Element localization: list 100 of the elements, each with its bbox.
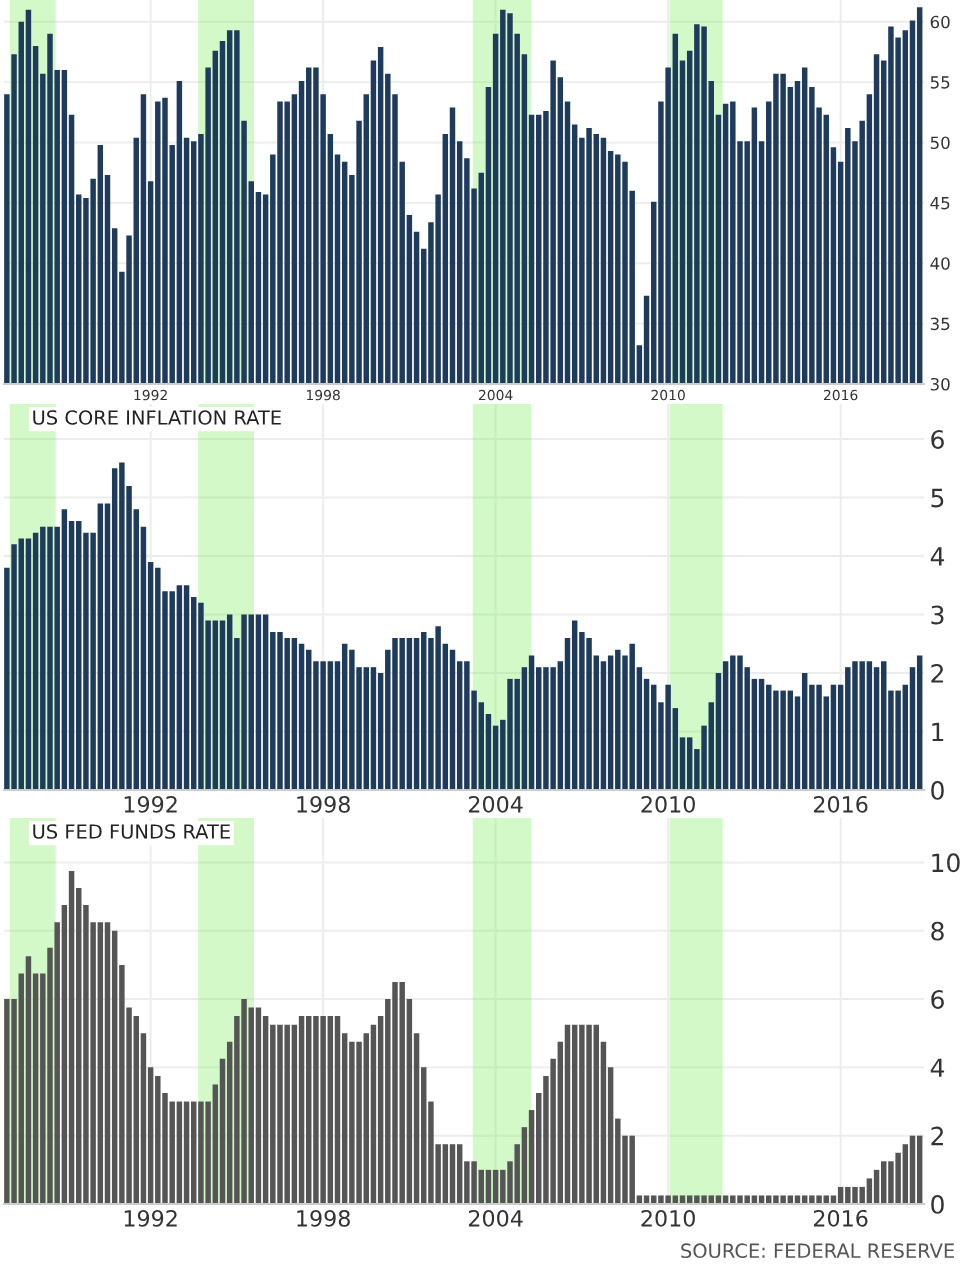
bar [773, 690, 779, 790]
x-tick-label: 2010 [641, 1209, 695, 1227]
bar [421, 632, 427, 790]
bar [277, 1024, 283, 1204]
bar [363, 667, 369, 790]
bar [694, 1195, 700, 1204]
y-tick-label: 30 [930, 377, 950, 391]
bar [564, 1024, 571, 1204]
bar [104, 922, 111, 1204]
y-tick-label: 5 [931, 488, 944, 508]
bar [737, 1195, 743, 1204]
source-note: SOURCE: FEDERAL RESERVE [681, 1243, 954, 1259]
bar [399, 637, 405, 790]
bar [528, 655, 535, 790]
bar [327, 661, 334, 790]
bar [586, 637, 592, 790]
bar [349, 1041, 355, 1204]
x-tick-label: 1992 [124, 1209, 177, 1227]
bar [449, 649, 456, 790]
bar [219, 620, 226, 790]
bar [543, 667, 549, 790]
bar [629, 1135, 635, 1204]
bar [370, 667, 377, 790]
x-tick-label: 1998 [297, 795, 350, 813]
bar [658, 1195, 664, 1204]
y-tick-label: 2 [931, 1126, 943, 1146]
bar [61, 509, 68, 790]
bar [255, 614, 262, 790]
bar [270, 1024, 276, 1204]
bar [47, 526, 53, 790]
y-tick-label: 8 [931, 921, 944, 941]
bar [859, 1186, 865, 1204]
bar [40, 526, 46, 790]
bar [176, 585, 183, 790]
bar [25, 538, 32, 790]
y-tick-label: 0 [931, 1194, 944, 1214]
bar [881, 661, 887, 790]
bar [241, 614, 247, 790]
y-tick-label: 35 [930, 317, 950, 331]
bar [916, 1135, 923, 1204]
bar [902, 1144, 909, 1204]
y-tick-label: 4 [930, 547, 945, 566]
bar [298, 643, 305, 790]
bar [845, 667, 851, 790]
bar [787, 690, 794, 790]
bar [615, 649, 621, 790]
bar [651, 684, 657, 790]
bar [507, 678, 513, 790]
bar [579, 1024, 585, 1204]
bar [169, 1101, 175, 1204]
y-tick-label: 6 [931, 989, 944, 1009]
bar [284, 1024, 290, 1204]
y-tick-label: 50 [930, 136, 950, 150]
bar [916, 655, 923, 790]
bar [306, 1016, 312, 1204]
bar [744, 1195, 750, 1204]
bar [665, 1195, 671, 1204]
y-tick-label: 60 [930, 15, 950, 29]
bar [169, 591, 175, 790]
y-tick-label: 4 [930, 1058, 945, 1077]
y-tick-label: 0 [931, 780, 944, 800]
bar [392, 637, 398, 790]
bar [291, 637, 298, 790]
bar [68, 870, 75, 1204]
bar [830, 684, 837, 790]
chart-title: US CORE INFLATION RATE [33, 410, 281, 425]
bar [226, 614, 233, 790]
bar [571, 620, 578, 790]
bar [198, 602, 204, 790]
bar [722, 661, 729, 790]
y-tick-label: 6 [931, 430, 944, 449]
y-tick-label: 1 [932, 722, 944, 742]
bar [780, 1195, 786, 1204]
bar [176, 1101, 183, 1204]
bar [212, 620, 219, 790]
y-tick-label: 40 [930, 257, 950, 270]
bar [32, 532, 39, 790]
bar [464, 661, 470, 790]
bar [183, 1101, 190, 1204]
bar [593, 1024, 599, 1204]
bar [550, 667, 556, 790]
bar [701, 1195, 707, 1204]
bar [456, 1144, 463, 1204]
bar [11, 544, 17, 790]
bar [298, 1016, 305, 1204]
bar [816, 684, 822, 790]
bar [780, 690, 786, 790]
bar [629, 643, 635, 790]
bar [262, 614, 269, 790]
bar [284, 637, 290, 790]
bar [320, 661, 326, 790]
bar [277, 632, 283, 790]
bar [471, 1161, 477, 1204]
bar [262, 1016, 269, 1204]
bar [730, 1195, 736, 1204]
y-tick-label: 55 [930, 76, 950, 89]
chart-title: US FED FUNDS RATE [33, 824, 230, 839]
bar [306, 649, 312, 790]
bar [909, 1135, 916, 1204]
bar [18, 538, 24, 790]
